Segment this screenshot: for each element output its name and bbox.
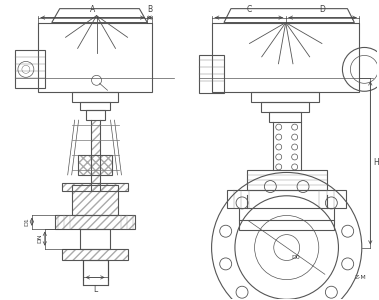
Bar — [62, 183, 128, 191]
Bar — [72, 185, 119, 215]
Bar — [78, 155, 113, 175]
Bar — [80, 229, 111, 249]
Text: B: B — [147, 4, 152, 14]
Bar — [83, 260, 108, 285]
Bar — [62, 183, 128, 191]
Bar — [62, 249, 128, 260]
Text: D0: D0 — [292, 255, 301, 260]
Text: D: D — [319, 4, 326, 14]
Bar — [55, 215, 135, 229]
Bar — [15, 50, 45, 88]
Text: H: H — [373, 158, 379, 167]
Text: DN: DN — [38, 234, 43, 243]
Bar — [72, 185, 119, 215]
Bar — [247, 170, 327, 190]
Text: A: A — [90, 4, 95, 14]
Bar — [239, 220, 335, 230]
Text: D1: D1 — [25, 217, 30, 226]
Bar — [55, 215, 135, 229]
Bar — [261, 102, 309, 112]
Text: C: C — [246, 4, 252, 14]
Bar — [251, 92, 318, 102]
Bar — [38, 22, 152, 92]
Bar — [80, 102, 111, 110]
Text: L: L — [93, 285, 97, 294]
Bar — [62, 249, 128, 260]
Bar — [78, 155, 113, 175]
Bar — [199, 56, 224, 93]
Bar — [86, 110, 105, 120]
Text: Z-M: Z-M — [355, 275, 366, 280]
Bar — [269, 112, 301, 122]
Bar — [212, 22, 359, 92]
Bar — [72, 92, 119, 102]
Bar — [91, 120, 100, 190]
Bar — [227, 190, 346, 208]
